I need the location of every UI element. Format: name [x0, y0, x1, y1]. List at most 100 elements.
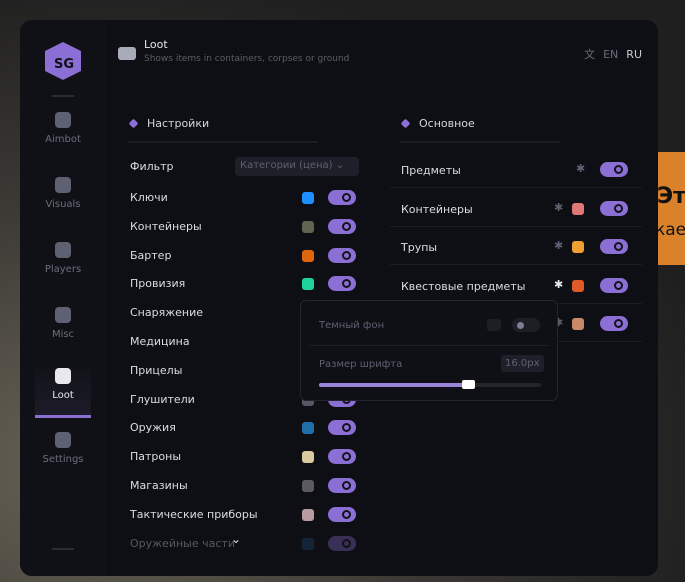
- item-toggle[interactable]: [328, 247, 356, 263]
- sidebar: SG Aimbot Visuals Players Misc Loot Settings: [20, 20, 106, 576]
- color-swatch[interactable]: [302, 220, 314, 233]
- color-swatch[interactable]: [302, 480, 314, 492]
- filter-select[interactable]: Категории (цена) ⌄: [235, 157, 359, 176]
- settings-item-row: Бартер: [130, 246, 360, 266]
- sidebar-item-settings[interactable]: Settings: [35, 432, 91, 482]
- sidebar-item-visuals[interactable]: Visuals: [35, 177, 91, 227]
- settings-item-row: Тактические приборы: [130, 505, 360, 525]
- item-label: Бартер: [130, 248, 172, 262]
- item-settings-popup: Темный фон Размер шрифта 16.0px: [300, 300, 558, 401]
- dark-bg-label: Темный фон: [319, 320, 385, 331]
- item-toggle[interactable]: [328, 506, 356, 522]
- color-swatch[interactable]: [302, 537, 314, 550]
- diamond-icon: [400, 118, 411, 129]
- banner-text: кае: [657, 220, 685, 240]
- settings-item-row: Оружия: [130, 418, 360, 438]
- lang-en-button[interactable]: EN: [603, 48, 619, 61]
- slider-handle[interactable]: [461, 380, 475, 389]
- item-label: Трупы: [401, 241, 438, 254]
- section-settings-title: Настройки: [128, 117, 209, 130]
- item-label: Магазины: [130, 479, 188, 492]
- item-toggle[interactable]: [328, 478, 356, 493]
- filter-row: Фильтр: [130, 157, 360, 177]
- item-toggle[interactable]: [328, 449, 356, 465]
- color-swatch[interactable]: [302, 192, 314, 204]
- section-main-title: Основное: [400, 117, 475, 130]
- item-label: Квестовые предметы: [401, 279, 526, 293]
- item-label: Прицелы: [130, 363, 183, 377]
- gear-icon[interactable]: ✱: [554, 239, 564, 252]
- item-label: Оружия: [130, 421, 176, 435]
- color-swatch[interactable]: [572, 279, 584, 292]
- toolbox-icon: [55, 368, 71, 384]
- settings-item-row: Оружейные части: [130, 534, 360, 554]
- filter-value: Категории (цена): [240, 160, 333, 171]
- item-toggle[interactable]: [600, 200, 628, 216]
- section-title: Основное: [419, 117, 475, 130]
- divider: [52, 548, 74, 550]
- main-item-row: Предметы ✱: [390, 150, 642, 188]
- sidebar-item-label: Visuals: [45, 199, 81, 210]
- main-item-row: Контейнеры ✱: [390, 189, 642, 227]
- font-size-value: 16.0px: [501, 355, 544, 372]
- settings-item-row: Провизия: [130, 274, 360, 294]
- item-toggle[interactable]: [328, 535, 356, 551]
- sidebar-item-loot[interactable]: Loot: [35, 368, 91, 418]
- color-swatch[interactable]: [302, 451, 314, 464]
- item-toggle[interactable]: [600, 277, 628, 293]
- item-label: Контейнеры: [401, 202, 473, 216]
- divider: [400, 141, 560, 143]
- font-size-slider[interactable]: [319, 380, 541, 389]
- filter-label: Фильтр: [130, 160, 174, 173]
- color-swatch[interactable]: [572, 318, 584, 330]
- gear-icon[interactable]: ✱: [554, 316, 564, 329]
- item-label: Ключи: [130, 191, 168, 204]
- sidebar-item-label: Players: [44, 264, 82, 275]
- color-swatch[interactable]: [302, 249, 314, 262]
- settings-item-row: Патроны: [130, 447, 360, 467]
- main-item-row: Квестовые предметы ✱: [390, 266, 642, 304]
- dark-bg-toggle[interactable]: [512, 318, 540, 332]
- logo-icon: SG: [45, 42, 81, 80]
- color-swatch[interactable]: [572, 241, 584, 253]
- item-label: Тактические приборы: [130, 507, 258, 521]
- svg-text:SG: SG: [54, 57, 74, 72]
- gear-icon[interactable]: ✱: [554, 277, 564, 291]
- item-toggle[interactable]: [600, 239, 628, 254]
- item-label: Медицина: [130, 335, 190, 348]
- sidebar-item-aimbot[interactable]: Aimbot: [35, 112, 91, 162]
- gear-icon[interactable]: ✱: [576, 162, 586, 175]
- item-label: Оружейные части: [130, 536, 235, 550]
- item-label: Контейнеры: [130, 219, 202, 233]
- gear-icon[interactable]: ✱: [554, 200, 564, 214]
- page-title: Loot: [144, 38, 168, 51]
- chevron-down-icon: ⌄: [335, 160, 345, 171]
- item-toggle[interactable]: [328, 190, 356, 205]
- color-swatch[interactable]: [302, 508, 314, 521]
- settings-item-row: Контейнеры: [130, 217, 360, 237]
- vr-headset-icon: [55, 177, 71, 193]
- toolbox-icon: [118, 47, 136, 60]
- dots-icon: [55, 307, 71, 323]
- dark-bg-color-swatch[interactable]: [487, 319, 501, 331]
- item-toggle[interactable]: [600, 162, 628, 177]
- sidebar-item-label: Loot: [52, 390, 74, 401]
- item-label: Снаряжение: [130, 306, 203, 320]
- item-toggle[interactable]: [328, 276, 356, 292]
- gear-icon: [128, 118, 139, 129]
- sidebar-item-label: Aimbot: [45, 134, 81, 145]
- color-swatch[interactable]: [572, 202, 584, 215]
- sidebar-item-players[interactable]: Players: [35, 242, 91, 292]
- alien-icon: [55, 112, 71, 128]
- color-swatch[interactable]: [302, 278, 314, 291]
- scroll-down-icon[interactable]: ⌄: [231, 532, 242, 546]
- banner-text: Эт: [657, 184, 685, 209]
- color-swatch[interactable]: [302, 422, 314, 435]
- sidebar-item-misc[interactable]: Misc: [35, 307, 91, 357]
- item-toggle[interactable]: [600, 316, 628, 331]
- lang-ru-button[interactable]: RU: [626, 48, 642, 61]
- item-toggle[interactable]: [328, 420, 356, 436]
- app-window: SG Aimbot Visuals Players Misc Loot Settings …: [20, 20, 658, 576]
- sidebar-item-label: Misc: [51, 329, 75, 340]
- item-toggle[interactable]: [328, 218, 356, 234]
